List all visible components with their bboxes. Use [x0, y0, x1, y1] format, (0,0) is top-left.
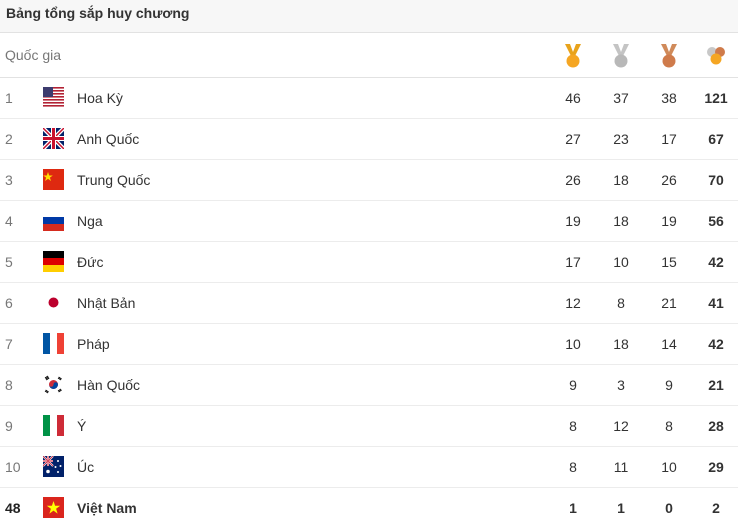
gold-count: 9 — [569, 377, 577, 393]
gold-count: 26 — [565, 172, 581, 188]
silver-count: 3 — [617, 377, 625, 393]
gold-count: 17 — [565, 254, 581, 270]
total-count: 121 — [704, 90, 728, 106]
gold-count: 8 — [569, 418, 577, 434]
total-count: 41 — [708, 295, 724, 311]
bronze-count: 38 — [661, 90, 677, 106]
rank-cell: 5 — [5, 254, 13, 270]
bronze-count: 21 — [661, 295, 677, 311]
bronze-medal-icon — [661, 44, 677, 68]
silver-count: 11 — [613, 459, 629, 475]
france-flag-icon — [43, 333, 64, 354]
rank-cell: 7 — [5, 336, 13, 352]
gold-count: 8 — [569, 459, 577, 475]
table-row: 6 Nhật Bản 12 8 21 41 — [0, 283, 738, 324]
silver-count: 10 — [613, 254, 629, 270]
australia-flag-icon — [43, 456, 64, 477]
rank-cell: 4 — [5, 213, 13, 229]
total-count: 29 — [708, 459, 724, 475]
us-flag-icon — [43, 87, 64, 108]
rank-cell: 8 — [5, 377, 13, 393]
china-flag-icon — [43, 169, 64, 190]
gold-medal-icon — [565, 44, 581, 68]
gold-count: 1 — [569, 500, 577, 516]
total-count: 28 — [708, 418, 724, 434]
table-body: 1 Hoa Kỳ 46 37 38 121 2 Anh Quốc 27 23 17 67 3 Trung … — [0, 78, 738, 528]
germany-flag-icon — [43, 251, 64, 272]
country-name: Việt Nam — [77, 500, 137, 516]
table-row: 10 Úc 8 11 10 29 — [0, 447, 738, 488]
gold-count: 27 — [565, 131, 581, 147]
table-row: 4 Nga 19 18 19 56 — [0, 201, 738, 242]
rank-cell: 6 — [5, 295, 13, 311]
total-count: 2 — [712, 500, 720, 516]
table-row: 8 Hàn Quốc 9 3 9 21 — [0, 365, 738, 406]
country-name: Nga — [77, 213, 103, 229]
silver-count: 37 — [613, 90, 629, 106]
table-row: 3 Trung Quốc 26 18 26 70 — [0, 160, 738, 201]
bronze-count: 0 — [665, 500, 673, 516]
bronze-count: 17 — [661, 131, 677, 147]
gold-count: 19 — [565, 213, 581, 229]
table-row: 2 Anh Quốc 27 23 17 67 — [0, 119, 738, 160]
gold-count: 46 — [565, 90, 581, 106]
table-title: Bảng tổng sắp huy chương — [0, 0, 738, 33]
silver-count: 18 — [613, 213, 629, 229]
silver-count: 23 — [613, 131, 629, 147]
total-count: 21 — [708, 377, 724, 393]
total-count: 42 — [708, 254, 724, 270]
gold-count: 10 — [565, 336, 581, 352]
italy-flag-icon — [43, 415, 64, 436]
korea-flag-icon — [43, 374, 64, 395]
uk-flag-icon — [43, 128, 64, 149]
total-medals-icon — [707, 47, 725, 65]
country-column-header: Quốc gia — [5, 47, 62, 63]
bronze-count: 8 — [665, 418, 673, 434]
table-header: Quốc gia — [0, 33, 738, 78]
country-name: Úc — [77, 459, 95, 475]
silver-medal-icon — [613, 44, 629, 68]
bronze-count: 14 — [661, 336, 677, 352]
russia-flag-icon — [43, 210, 64, 231]
total-count: 67 — [708, 131, 724, 147]
japan-flag-icon — [43, 292, 64, 313]
rank-cell: 48 — [5, 500, 21, 516]
country-name: Anh Quốc — [77, 131, 140, 147]
silver-count: 1 — [617, 500, 625, 516]
table-row: 48 Việt Nam 1 1 0 2 — [0, 488, 738, 528]
rank-cell: 9 — [5, 418, 13, 434]
bronze-count: 19 — [661, 213, 677, 229]
total-count: 42 — [708, 336, 724, 352]
vietnam-flag-icon — [43, 497, 64, 518]
table-row: 7 Pháp 10 18 14 42 — [0, 324, 738, 365]
bronze-count: 9 — [665, 377, 673, 393]
silver-count: 18 — [613, 172, 629, 188]
rank-cell: 1 — [5, 90, 13, 106]
silver-count: 18 — [613, 336, 629, 352]
rank-cell: 2 — [5, 131, 13, 147]
country-name: Đức — [77, 254, 104, 270]
bronze-count: 26 — [661, 172, 677, 188]
country-name: Nhật Bản — [77, 295, 136, 311]
bronze-count: 10 — [661, 459, 677, 475]
total-count: 70 — [708, 172, 724, 188]
country-name: Hàn Quốc — [77, 377, 141, 393]
rank-cell: 3 — [5, 172, 13, 188]
bronze-count: 15 — [661, 254, 677, 270]
total-count: 56 — [708, 213, 724, 229]
country-name: Trung Quốc — [77, 172, 151, 188]
country-name: Hoa Kỳ — [77, 90, 123, 106]
table-row: 9 Ý 8 12 8 28 — [0, 406, 738, 447]
table-row: 5 Đức 17 10 15 42 — [0, 242, 738, 283]
gold-count: 12 — [565, 295, 581, 311]
silver-count: 8 — [617, 295, 625, 311]
rank-cell: 10 — [5, 459, 21, 475]
country-name: Pháp — [77, 336, 110, 352]
country-name: Ý — [77, 418, 87, 434]
table-row: 1 Hoa Kỳ 46 37 38 121 — [0, 78, 738, 119]
silver-count: 12 — [613, 418, 629, 434]
